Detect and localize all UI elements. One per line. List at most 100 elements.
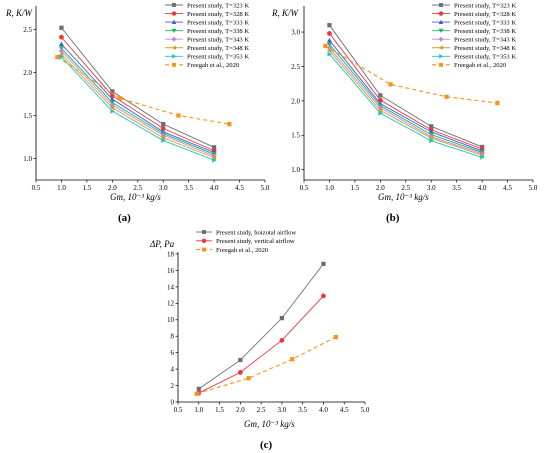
series-1 — [196, 293, 326, 396]
series-line — [329, 50, 483, 156]
legend-label: Freegah et al., 2020 — [454, 62, 507, 69]
chart-a: 0.5 1.0 1.5 2.0 2.5 3.0 3.5 4.0 4.5 5.0 1.0 1.5 2.0 2… — [5, 2, 270, 224]
legend-item: Present study, T=353 K — [432, 54, 516, 61]
legend-swatch-marker — [438, 36, 444, 42]
x-tick-label: 4.5 — [340, 406, 349, 414]
data-point — [321, 261, 326, 266]
x-tick-label: 2.0 — [236, 406, 245, 414]
legend-swatch-marker — [438, 11, 444, 16]
legend: Present study, hoizotal airflow Present s… — [196, 229, 296, 254]
x-tick-label: 4.0 — [319, 406, 328, 414]
x-tick-label: 3.0 — [278, 406, 287, 414]
legend-item: Freegah et al., 2020 — [432, 62, 507, 69]
x-tick-label: 4.5 — [503, 184, 512, 192]
data-point — [237, 370, 243, 375]
data-point — [109, 105, 115, 111]
legend-item: Freegah et al., 2020 — [165, 62, 240, 69]
x-tick-label: 3.0 — [427, 184, 436, 192]
data-point — [428, 135, 434, 141]
y-tick-label: 2 — [171, 382, 175, 390]
legend-item: Present study, T=323 K — [432, 2, 516, 9]
x-tick-label: 2.0 — [108, 184, 117, 192]
legend-item: Present study, T=333 K — [165, 19, 249, 26]
legend-swatch-marker — [171, 19, 177, 24]
series-line — [329, 53, 483, 158]
x-tick-label: 1.0 — [57, 184, 66, 192]
legend-label: Present study, T=338 K — [187, 28, 249, 35]
chart-c: 0.5 1.0 1.5 2.0 2.5 3.0 3.5 4.0 4.5 5.0 0 2 4 6 8 10 12 1… — [149, 229, 370, 451]
panel-label: (b) — [386, 212, 400, 224]
data-point — [327, 31, 332, 36]
panel-label: (c) — [260, 439, 273, 451]
x-tick-label: 0.5 — [174, 406, 183, 414]
series-1 — [59, 34, 217, 154]
series-line — [61, 43, 215, 153]
x-tick-label: 1.5 — [83, 184, 92, 192]
data-point — [161, 137, 166, 143]
series-line — [198, 263, 324, 390]
legend-label: Present study, T=333 K — [187, 19, 249, 26]
data-point — [327, 23, 332, 28]
legend-item: Present study, hoizotal airflow — [196, 229, 296, 236]
data-point — [110, 108, 115, 114]
series-line — [198, 295, 324, 394]
series-line — [61, 48, 215, 155]
series-5 — [58, 51, 217, 161]
y-tick-label: 2.0 — [291, 97, 300, 105]
y-tick-label: 2.5 — [23, 26, 32, 34]
legend-label: Present study, hoizotal airflow — [216, 229, 296, 236]
data-point — [378, 110, 383, 116]
legend-label: Present study, T=353 K — [454, 54, 516, 61]
legend-label: Present study, T=333 K — [454, 19, 516, 26]
x-tick-label: 4.0 — [210, 184, 219, 192]
legend-swatch-marker — [172, 54, 177, 59]
data-point — [196, 386, 201, 391]
data-point — [480, 154, 485, 160]
y-tick-label: 2.0 — [23, 69, 32, 77]
y-tick-label: 6 — [171, 349, 175, 357]
legend-item: Present study, T=348 K — [432, 45, 516, 52]
legend-label: Present study, T=343 K — [454, 37, 516, 44]
legend-swatch-marker — [201, 238, 207, 243]
data-point — [58, 41, 64, 47]
legend-label: Freegah et al., 2020 — [216, 247, 269, 254]
data-point — [495, 100, 500, 106]
legend-label: Present study, T=348 K — [187, 45, 249, 52]
legend-item: Present study, T=328 K — [165, 11, 249, 18]
series-4 — [58, 48, 217, 159]
x-tick-label: 3.5 — [184, 184, 193, 192]
legend-swatch-marker — [171, 11, 177, 16]
y-tick-label: 10 — [167, 316, 175, 324]
data-point — [377, 108, 383, 114]
legend-item: Present study, T=328 K — [432, 11, 516, 18]
x-tick-label: 5.0 — [361, 406, 370, 414]
series-0 — [196, 261, 326, 391]
legend-swatch-marker — [438, 28, 444, 33]
legend-item: Present study, T=333 K — [432, 19, 516, 26]
y-tick-label: 18 — [167, 250, 175, 258]
legend-swatch-marker — [439, 3, 443, 7]
x-tick-label: 2.5 — [257, 406, 266, 414]
series-line — [329, 40, 483, 152]
legend-item: Present study, T=343 K — [432, 37, 516, 44]
x-tick-label: 3.0 — [159, 184, 168, 192]
legend-item: Present study, T=348 K — [165, 45, 249, 52]
legend-label: Present study, vertical airflow — [216, 238, 295, 245]
data-point — [109, 93, 115, 99]
y-tick-label: 14 — [167, 283, 175, 291]
series-7 — [55, 54, 232, 127]
series-line — [329, 24, 483, 148]
x-tick-label: 2.0 — [376, 184, 385, 192]
data-point — [326, 37, 332, 43]
x-tick-label: 2.5 — [133, 184, 142, 192]
x-tick-label: 3.5 — [452, 184, 461, 192]
legend-swatch-marker — [172, 3, 176, 7]
series-line — [329, 33, 483, 150]
data-point — [290, 357, 295, 362]
series-line — [61, 27, 215, 148]
x-tick-label: 4.0 — [478, 184, 487, 192]
data-point — [429, 138, 434, 144]
series-line — [61, 56, 215, 161]
panel-label: (a) — [118, 212, 131, 224]
series-2 — [194, 334, 339, 396]
